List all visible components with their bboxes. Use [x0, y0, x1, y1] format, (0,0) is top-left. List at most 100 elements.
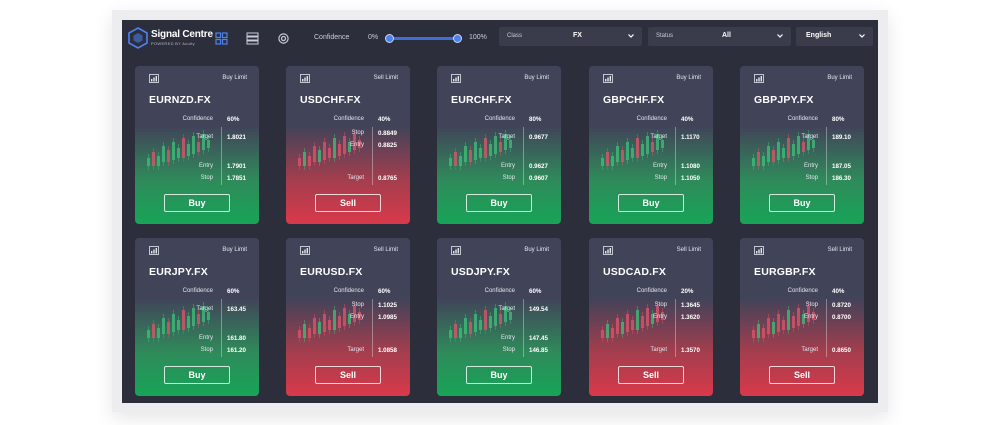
confidence-value: 60% — [529, 288, 542, 295]
stop-value: 1.1025 — [378, 302, 397, 309]
language-dropdown[interactable]: English — [796, 27, 873, 46]
value-divider — [221, 299, 222, 357]
signal-strength-icon — [603, 74, 613, 83]
signal-card[interactable]: Buy Limit GBPJPY.FX Confidence 80% Target 189… — [740, 66, 864, 224]
class-dropdown-label: Class — [507, 33, 523, 39]
stop-label: Stop — [351, 130, 364, 136]
stop-label: Stop — [200, 175, 213, 181]
signal-card[interactable]: Sell Limit EURUSD.FX Confidence 60% Stop 1.10… — [286, 238, 410, 396]
sell-button[interactable]: Sell — [618, 366, 684, 384]
candlestick-chart-icon — [143, 300, 213, 352]
instrument-symbol: EURNZD.FX — [149, 94, 211, 106]
confidence-min-label: 0% — [368, 34, 379, 41]
signal-card[interactable]: Sell Limit USDCHF.FX Confidence 40% Stop 0.88… — [286, 66, 410, 224]
signal-card[interactable]: Sell Limit USDCAD.FX Confidence 20% Stop 1.36… — [589, 238, 713, 396]
signal-card[interactable]: Buy Limit GBPCHF.FX Confidence 40% Target 1.1… — [589, 66, 713, 224]
candlestick-chart-icon — [748, 128, 818, 180]
entry-label: Entry — [198, 163, 213, 169]
value-divider — [372, 127, 373, 185]
sell-button[interactable]: Sell — [769, 366, 835, 384]
order-type: Sell Limit — [373, 247, 398, 253]
entry-value: 0.8700 — [832, 314, 851, 321]
chevron-down-icon — [776, 32, 784, 40]
buy-button[interactable]: Buy — [466, 366, 532, 384]
chevron-down-icon — [627, 32, 635, 40]
confidence-value: 60% — [227, 288, 240, 295]
list-view-icon[interactable] — [246, 32, 259, 45]
instrument-symbol: EURJPY.FX — [149, 266, 208, 278]
target-label: Target — [801, 134, 818, 140]
signal-strength-icon — [149, 246, 159, 255]
target-label: Target — [196, 134, 213, 140]
signal-card[interactable]: Buy Limit EURCHF.FX Confidence 80% Target 0.9… — [437, 66, 561, 224]
instrument-symbol: EURGBP.FX — [754, 266, 816, 278]
value-divider — [221, 127, 222, 185]
buy-button[interactable]: Buy — [164, 366, 230, 384]
instrument-symbol: GBPJPY.FX — [754, 94, 814, 106]
value-divider — [523, 127, 524, 185]
stop-label: Stop — [654, 175, 667, 181]
instrument-symbol: USDCAD.FX — [603, 266, 667, 278]
confidence-label: Confidence — [484, 288, 515, 294]
target-value: 1.0858 — [378, 347, 397, 354]
order-type: Buy Limit — [222, 75, 247, 81]
candlestick-chart-icon — [597, 300, 667, 352]
entry-value: 0.8825 — [378, 142, 397, 149]
value-divider — [675, 299, 676, 357]
target-value: 163.45 — [227, 306, 246, 313]
target-value: 0.8650 — [832, 347, 851, 354]
order-type: Buy Limit — [222, 247, 247, 253]
sell-button[interactable]: Sell — [315, 194, 381, 212]
entry-label: Entry — [349, 142, 364, 148]
slider-max-handle[interactable] — [453, 34, 462, 43]
signal-card[interactable]: Sell Limit EURGBP.FX Confidence 40% Stop 0.87… — [740, 238, 864, 396]
signal-card[interactable]: Buy Limit USDJPY.FX Confidence 60% Target 149… — [437, 238, 561, 396]
signal-card[interactable]: Buy Limit EURJPY.FX Confidence 60% Target 163… — [135, 238, 259, 396]
order-type: Buy Limit — [676, 75, 701, 81]
stop-value: 161.20 — [227, 347, 246, 354]
sell-button[interactable]: Sell — [315, 366, 381, 384]
buy-button[interactable]: Buy — [164, 194, 230, 212]
buy-button[interactable]: Buy — [618, 194, 684, 212]
candlestick-chart-icon — [748, 300, 818, 352]
stop-value: 0.9607 — [529, 175, 548, 182]
confidence-label: Confidence — [636, 116, 667, 122]
buy-button[interactable]: Buy — [466, 194, 532, 212]
confidence-value: 60% — [378, 288, 391, 295]
grid-view-icon[interactable] — [215, 32, 228, 45]
signal-card[interactable]: Buy Limit EURNZD.FX Confidence 60% Target 1.8… — [135, 66, 259, 224]
signal-centre-app: Signal Centre POWERED BY Acuity Confiden… — [122, 20, 878, 403]
entry-value: 1.1080 — [681, 163, 700, 170]
order-type: Sell Limit — [827, 247, 852, 253]
confidence-value: 60% — [227, 116, 240, 123]
entry-label: Entry — [500, 163, 515, 169]
stop-label: Stop — [502, 347, 515, 353]
status-dropdown[interactable]: Status All — [648, 27, 791, 46]
entry-label: Entry — [803, 314, 818, 320]
candlestick-chart-icon — [445, 128, 515, 180]
value-divider — [826, 299, 827, 357]
stop-value: 1.3645 — [681, 302, 700, 309]
confidence-value: 80% — [832, 116, 845, 123]
settings-icon[interactable] — [277, 32, 290, 45]
target-label: Target — [498, 134, 515, 140]
confidence-value: 40% — [832, 288, 845, 295]
slider-min-handle[interactable] — [385, 34, 394, 43]
signal-strength-icon — [754, 246, 764, 255]
entry-value: 1.0985 — [378, 314, 397, 321]
screenshot-frame: Signal Centre POWERED BY Acuity Confiden… — [112, 10, 888, 412]
class-dropdown[interactable]: Class FX — [499, 27, 642, 46]
instrument-symbol: EURUSD.FX — [300, 266, 363, 278]
stop-label: Stop — [502, 175, 515, 181]
target-label: Target — [498, 306, 515, 312]
signal-strength-icon — [603, 246, 613, 255]
signal-strength-icon — [754, 74, 764, 83]
target-value: 189.10 — [832, 134, 851, 141]
language-dropdown-value: English — [806, 32, 832, 39]
target-value: 0.8765 — [378, 175, 397, 182]
buy-button[interactable]: Buy — [769, 194, 835, 212]
entry-label: Entry — [803, 163, 818, 169]
logo-title: Signal Centre — [151, 29, 213, 40]
stop-label: Stop — [805, 302, 818, 308]
confidence-range-slider[interactable] — [385, 34, 462, 43]
